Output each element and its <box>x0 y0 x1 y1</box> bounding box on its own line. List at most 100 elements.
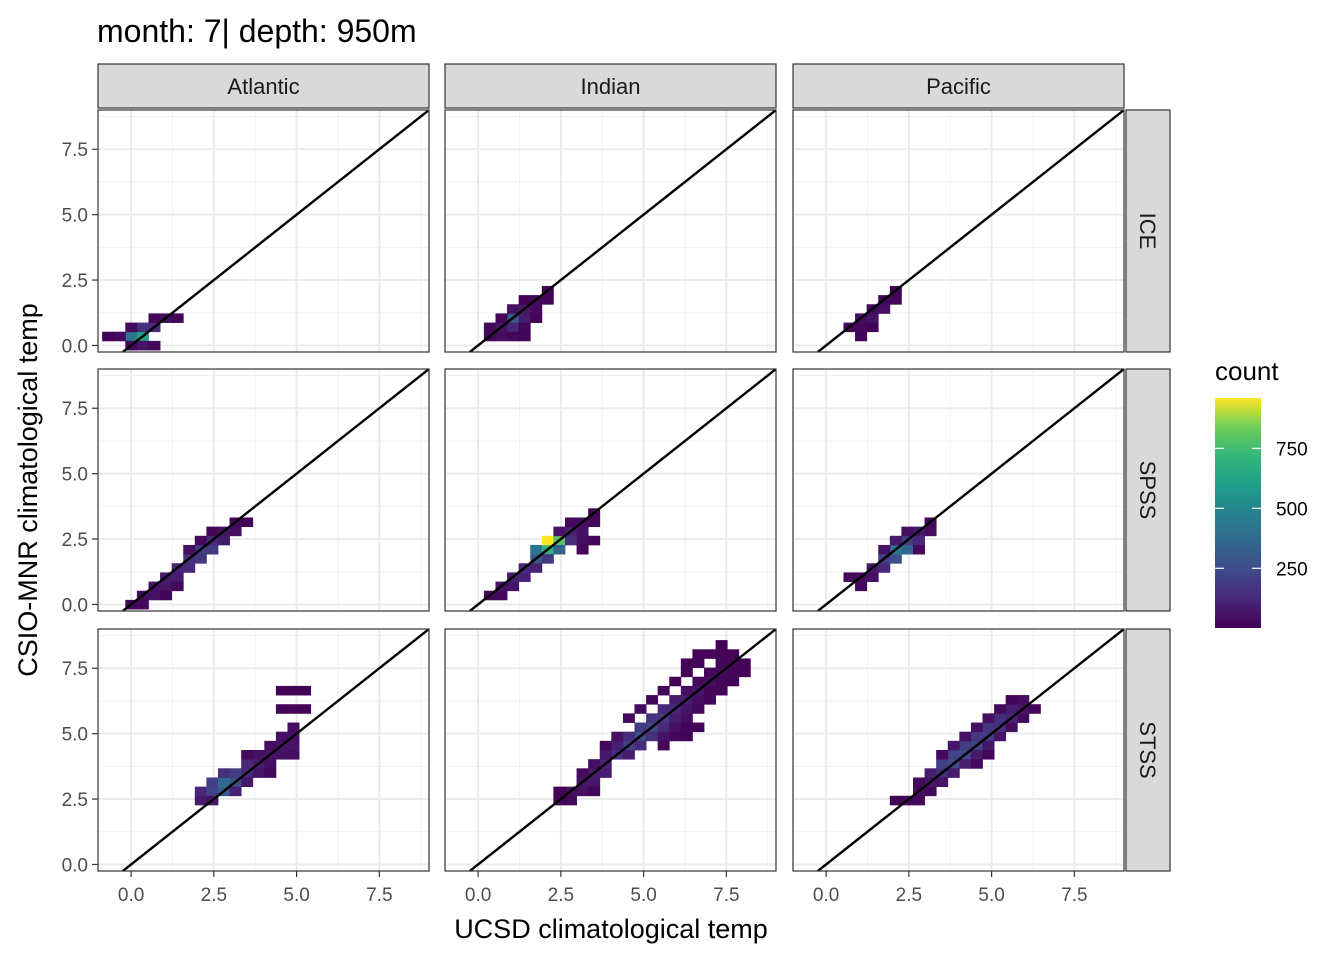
heatmap-tile <box>518 313 531 323</box>
identity-line <box>469 629 776 871</box>
heatmap-tile <box>936 759 949 769</box>
heatmap-tile <box>275 685 288 696</box>
heatmap-tile <box>855 322 868 333</box>
identity-line <box>817 629 1124 871</box>
panel-background <box>793 110 1124 352</box>
heatmap-tile <box>113 331 126 342</box>
heatmap-tile <box>194 795 207 806</box>
x-tick-label: 7.5 <box>366 885 392 906</box>
heatmap-tile <box>576 786 589 797</box>
panel-background <box>445 110 776 352</box>
heatmap-tile <box>657 740 670 751</box>
heatmap-tile <box>680 722 693 733</box>
heatmap-tile <box>171 313 184 323</box>
heatmap-tile <box>576 768 589 778</box>
heatmap-tile <box>564 535 577 546</box>
heatmap-tile <box>982 713 995 723</box>
panel-border <box>792 628 1125 872</box>
panel-border <box>792 368 1125 612</box>
heatmap-tile <box>669 722 682 733</box>
column-strip-pacific: Pacific <box>792 63 1125 109</box>
heatmap-tile <box>541 535 554 546</box>
heatmap-tile <box>576 526 589 537</box>
heatmap-tile <box>866 322 879 333</box>
heatmap-tile <box>1005 722 1018 733</box>
heatmap-tile <box>530 304 543 314</box>
heatmap-tile <box>622 750 635 760</box>
heatmap-tile <box>599 750 612 760</box>
column-strip-indian: Indian <box>444 63 777 109</box>
heatmap-tile <box>217 777 230 788</box>
heatmap-tile <box>622 731 635 742</box>
heatmap-tile <box>669 731 682 742</box>
panel-background <box>445 369 776 611</box>
heatmap-tile <box>866 313 879 323</box>
heatmap-tile <box>646 731 659 742</box>
heatmap-tile <box>959 759 972 769</box>
strip-background <box>1125 109 1171 353</box>
heatmap-tile <box>287 722 300 733</box>
heatmap-tile <box>692 649 705 659</box>
heatmap-tile <box>194 554 207 564</box>
strip-label: SPSS <box>1135 461 1160 520</box>
x-tick-label: 2.5 <box>201 885 227 906</box>
heatmap-tile <box>611 731 624 742</box>
panel-background <box>793 369 1124 611</box>
heatmap-tile <box>982 750 995 760</box>
heatmap-tile <box>564 795 577 806</box>
heatmap-tile <box>183 563 196 573</box>
heatmap-tile <box>634 704 647 714</box>
heatmap-tile <box>264 740 277 751</box>
heatmap-tile <box>241 777 254 788</box>
strip-label: Pacific <box>926 74 991 99</box>
heatmap-tile <box>959 731 972 742</box>
legend-title: count <box>1215 356 1279 386</box>
heatmap-tile <box>241 517 254 528</box>
identity-line <box>817 369 1124 611</box>
heatmap-tile <box>727 649 740 659</box>
strip-label: STSS <box>1135 721 1160 778</box>
heatmap-tile <box>518 322 531 333</box>
heatmap-tile <box>576 544 589 555</box>
heatmap-tile <box>715 685 728 696</box>
heatmap-tile <box>518 572 531 582</box>
heatmap-tile <box>136 322 149 333</box>
heatmap-tile <box>588 786 601 797</box>
heatmap-tile <box>507 304 520 314</box>
heatmap-tile <box>901 544 914 555</box>
heatmap-tile <box>183 544 196 555</box>
y-tick-label: 0.0 <box>62 595 88 616</box>
heatmap-tile <box>553 526 566 537</box>
legend: count 250 500 750 <box>1215 356 1308 628</box>
heatmap-tile <box>912 777 925 788</box>
y-tick-label: 2.5 <box>62 530 88 551</box>
heatmap-tile <box>947 768 960 778</box>
heatmap-tile <box>994 704 1007 714</box>
heatmap-tile <box>171 581 184 592</box>
y-tick-label: 2.5 <box>62 790 88 811</box>
heatmap-tile <box>252 768 265 778</box>
heatmap-tile <box>495 331 508 342</box>
heatmap-tile <box>692 695 705 705</box>
heatmap-tile <box>1005 704 1018 714</box>
heatmap-tile <box>646 695 659 705</box>
heatmap-tile <box>982 722 995 733</box>
heatmap-tile <box>576 535 589 546</box>
heatmap-tile <box>680 658 693 668</box>
heatmap-tile <box>1028 704 1041 714</box>
heatmap-tile <box>507 331 520 342</box>
heatmap-tile <box>299 704 312 714</box>
heatmap-tile <box>680 685 693 696</box>
heatmap-tile <box>588 777 601 788</box>
colorbar-tick-label: 500 <box>1276 499 1308 520</box>
heatmap-tile <box>692 704 705 714</box>
panel-indian-spss <box>444 368 777 612</box>
heatmap-tile <box>611 740 624 751</box>
heatmap-tile <box>507 322 520 333</box>
heatmap-tile <box>287 704 300 714</box>
heatmap-tile <box>924 526 937 537</box>
heatmap-tile <box>970 750 983 760</box>
x-tick-label: 5.0 <box>283 885 309 906</box>
heatmap-tile <box>994 713 1007 723</box>
heatmap-tile <box>715 640 728 650</box>
